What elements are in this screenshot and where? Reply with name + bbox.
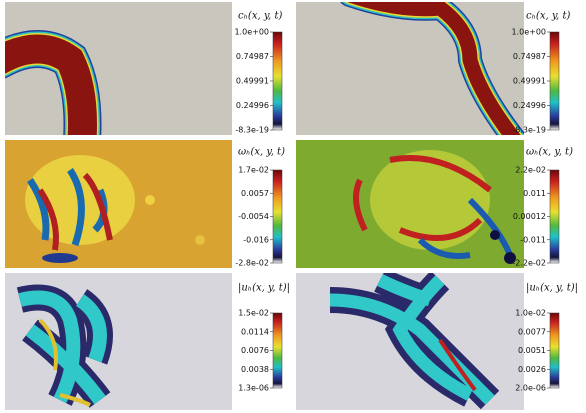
colorbar-label: ωₕ(x, y, t) — [526, 147, 573, 158]
colorbar-tick-label: 0.0038 — [241, 365, 269, 374]
colorbar-tick-label: -8.3e-19 — [235, 126, 269, 135]
colorbar-tick-label: -8.3e-19 — [512, 126, 546, 135]
colorbar — [549, 312, 560, 389]
colorbar-tick-label: -0.016 — [243, 235, 269, 244]
colorbar-tick-label: 0.0057 — [241, 189, 269, 198]
colorbar-tick-label: 1.0e+00 — [234, 28, 269, 37]
colorbar-tick-label: -0.0054 — [238, 212, 269, 221]
field-image — [5, 140, 232, 268]
colorbar-tick-label: 2.2e-02 — [515, 166, 546, 175]
colorbar-label: |uₕ(x, y, t)| — [526, 283, 578, 294]
colorbar-tick-label: 0.49991 — [236, 77, 269, 86]
colorbar — [272, 31, 283, 131]
colorbar-tick-label: 0.24996 — [513, 101, 546, 110]
field-image — [5, 2, 232, 135]
field-image — [296, 273, 524, 410]
colorbar-tick-label: -2.8e-02 — [235, 259, 269, 268]
colorbar-tick-label: -2.2e-02 — [512, 259, 546, 268]
colorbar — [272, 169, 283, 264]
colorbar-tick-label: 1.3e-06 — [238, 384, 269, 393]
colorbar-tick-label: 1.0e-02 — [515, 309, 546, 318]
colorbar-tick-label: 0.0077 — [518, 327, 546, 336]
colorbar-label: cₕ(x, y, t) — [526, 11, 571, 22]
colorbar-tick-label: 0.74987 — [236, 52, 269, 61]
colorbar-tick-label: 1.7e-02 — [238, 166, 269, 175]
colorbar-label: ωₕ(x, y, t) — [238, 147, 285, 158]
field-image — [296, 140, 524, 268]
field-image — [5, 273, 232, 410]
colorbar — [549, 169, 560, 264]
colorbar-label: cₕ(x, y, t) — [238, 11, 283, 22]
colorbar-tick-label: 0.49991 — [513, 77, 546, 86]
field-image — [296, 2, 524, 135]
colorbar-tick-label: 0.74987 — [513, 52, 546, 61]
colorbar — [549, 31, 560, 131]
colorbar-tick-label: 0.24996 — [236, 101, 269, 110]
colorbar-label: |uₕ(x, y, t)| — [238, 283, 290, 294]
colorbar — [272, 312, 283, 389]
colorbar-tick-label: -0.011 — [520, 235, 546, 244]
colorbar-tick-label: 1.0e+00 — [511, 28, 546, 37]
colorbar-tick-label: 0.011 — [523, 189, 546, 198]
colorbar-tick-label: 1.5e-02 — [238, 309, 269, 318]
colorbar-tick-label: 0.0114 — [241, 327, 269, 336]
colorbar-tick-label: 2.0e-06 — [515, 384, 546, 393]
colorbar-tick-label: 0.0026 — [518, 365, 546, 374]
colorbar-tick-label: 0.00012 — [513, 212, 546, 221]
colorbar-tick-label: 0.0076 — [241, 346, 269, 355]
colorbar-tick-label: 0.0051 — [518, 346, 546, 355]
